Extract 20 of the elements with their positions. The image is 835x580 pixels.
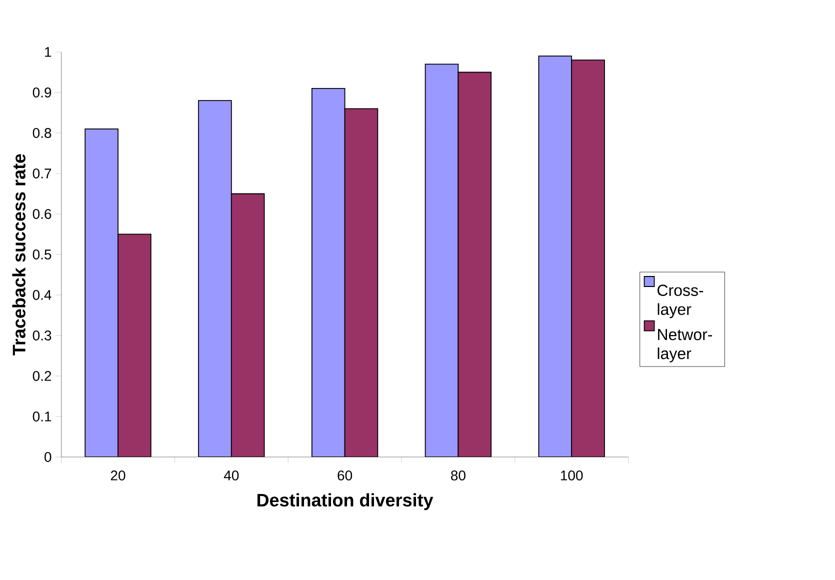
y-tick-label: 0.5 — [32, 250, 52, 260]
x-tick-label: 20 — [110, 470, 126, 480]
y-tick-label: 0.7 — [32, 168, 52, 178]
x-tick-label: 100 — [560, 470, 583, 480]
y-tick-label: 0.1 — [32, 412, 52, 422]
legend-label: Cross-layer — [658, 284, 704, 318]
legend-label: Networ-layer — [658, 329, 712, 362]
y-axis-title: Traceback success rate — [12, 154, 26, 356]
y-tick-label: 0 — [44, 452, 52, 462]
x-tick-label: 40 — [224, 470, 239, 480]
y-tick-label: 0.8 — [32, 128, 52, 138]
y-tick-label: 0.9 — [32, 88, 52, 98]
x-tick-label: 60 — [338, 470, 352, 480]
x-axis-title: Destination diversity — [257, 493, 434, 510]
x-tick-label: 80 — [451, 470, 466, 480]
y-tick-label: 0.2 — [32, 371, 52, 381]
y-tick-label: 1 — [45, 47, 52, 57]
y-tick-label: 0.3 — [32, 330, 52, 340]
y-tick-label: 0.6 — [32, 209, 52, 219]
y-tick-label: 0.4 — [32, 290, 52, 300]
